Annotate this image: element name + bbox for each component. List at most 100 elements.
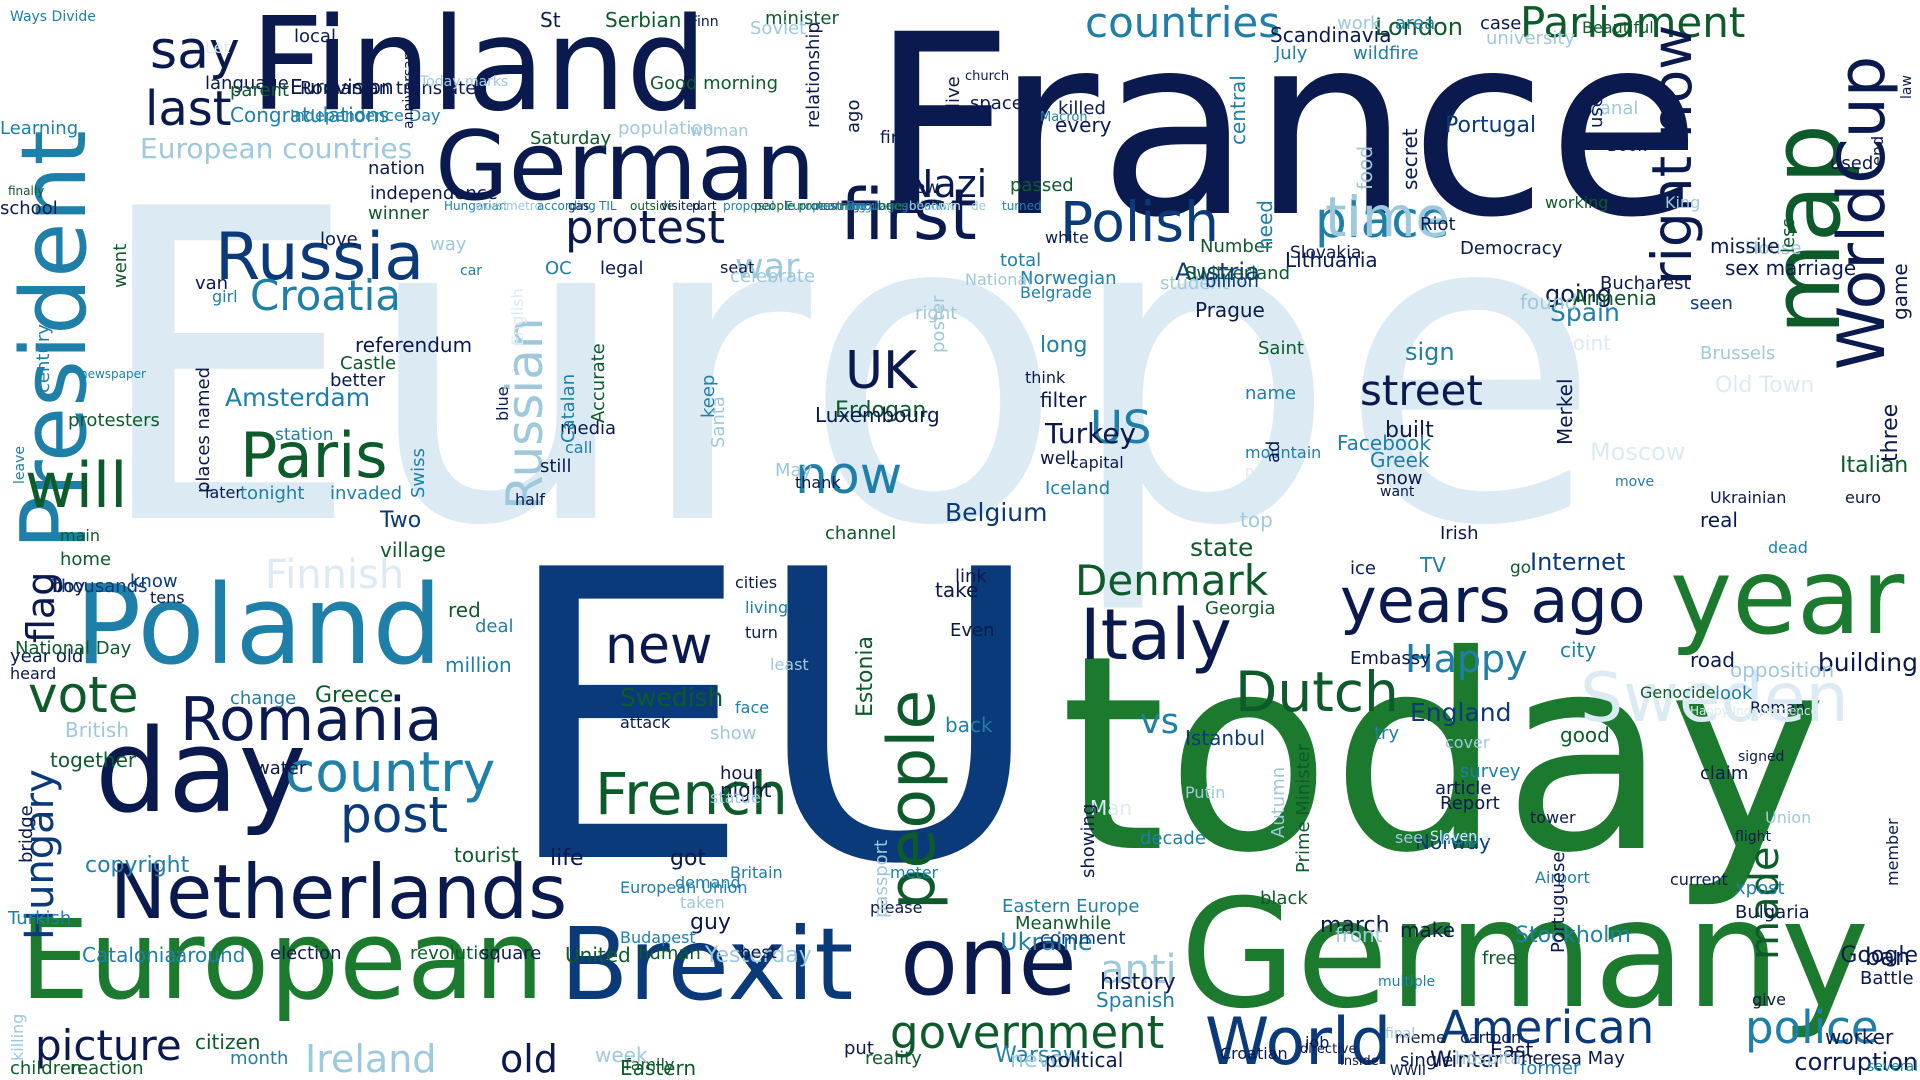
word-vs: vs	[1140, 702, 1179, 742]
word-missile: missile	[1710, 234, 1780, 258]
word-referendum: referendum	[355, 333, 473, 357]
word-station: station	[275, 425, 334, 445]
word-ways-divide: Ways Divide	[10, 9, 96, 25]
word-per: per	[1245, 464, 1269, 480]
word-found: found	[1520, 290, 1578, 314]
word-switzerland: Switzerland	[1185, 263, 1290, 284]
word-sign: sign	[1405, 338, 1455, 366]
word-year: year	[1670, 536, 1905, 658]
word-better: better	[330, 370, 386, 391]
word-multiple: multiple	[1378, 974, 1436, 990]
word-square: square	[480, 943, 542, 964]
word-proposal: proposal	[723, 199, 775, 213]
word-germany: Germany	[1180, 868, 1870, 1042]
word-russia: Russia	[215, 220, 425, 295]
word-paris: Paris	[240, 419, 388, 492]
word-war: war	[735, 247, 800, 287]
word-soviet: Soviet	[750, 18, 807, 39]
word-finally: finally	[8, 184, 45, 198]
word-celebrate: celebrate	[730, 266, 816, 287]
word-scandinavia: Scandinavia	[1270, 23, 1392, 47]
word-cover: cover	[1445, 733, 1490, 752]
word-national-day: National Day	[15, 638, 132, 659]
word-belgium: Belgium	[945, 498, 1048, 527]
word-portuguese: Portuguese	[1548, 851, 1569, 953]
word-countries: countries	[1085, 0, 1281, 47]
word-romanian-translated: Romanian translated	[300, 78, 488, 99]
word-went: went	[110, 243, 131, 288]
word-election: election	[270, 943, 342, 964]
word-showing: showing	[1078, 803, 1099, 878]
word-turkish: Turkish	[8, 908, 72, 929]
word-budapest: Budapest	[620, 928, 696, 947]
word-well: well	[1040, 448, 1076, 469]
word-job: job	[1305, 1033, 1330, 1052]
word-week: week	[595, 1043, 648, 1067]
word-old: old	[500, 1037, 558, 1080]
word-meanwhile: Meanwhile	[1015, 913, 1112, 934]
word-book: Book	[1607, 136, 1647, 155]
word-statue: statue	[710, 788, 761, 807]
word-let: Let	[205, 38, 230, 57]
word-euro: euro	[1845, 488, 1881, 507]
word-two: Two	[380, 508, 422, 533]
word-man: Man	[1090, 796, 1133, 820]
word-local: local	[294, 26, 336, 47]
word-erdogan: Erdogan	[835, 398, 927, 423]
word-still: still	[540, 456, 572, 477]
word-meter: meter	[890, 863, 939, 882]
word-vote: vote	[28, 666, 139, 724]
word-family: family	[625, 1055, 675, 1074]
word-take: take	[935, 578, 979, 602]
word-article: article	[1435, 778, 1492, 799]
word-red: red	[448, 598, 481, 622]
word-real: real	[1700, 508, 1738, 532]
word-protest: protest	[565, 201, 726, 254]
word-anti: anti	[1100, 947, 1177, 993]
word-bridge: bridge	[16, 805, 37, 863]
word-santa: Santa	[708, 396, 729, 448]
word-space: space	[970, 93, 1023, 114]
word-move: move	[1615, 474, 1655, 490]
word-oc: OC	[545, 258, 572, 279]
word-european-languages: European languages	[785, 199, 909, 213]
word-church: church	[965, 69, 1010, 84]
word-say: say	[150, 21, 240, 81]
word-parliament: Parliament	[1520, 0, 1746, 47]
word-wwii: WWII	[1390, 1063, 1426, 1079]
word-win: win	[940, 199, 961, 213]
word-portugal: Portugal	[1445, 113, 1537, 138]
word-know: know	[130, 571, 178, 592]
word-invaded: invaded	[330, 483, 403, 504]
word-half: half	[515, 490, 546, 509]
word-turkey: Turkey	[1045, 417, 1137, 450]
word-italian: Italian	[1840, 453, 1909, 478]
word-ad: ad	[1263, 440, 1284, 463]
word-romania: Romania	[180, 685, 443, 755]
word-tower: tower	[1530, 808, 1576, 827]
word-state: state	[1190, 533, 1254, 562]
word-moscow: Moscow	[1590, 438, 1686, 466]
word-accurate: Accurate	[588, 343, 609, 423]
word-prague: Prague	[1195, 298, 1265, 322]
word-gas: gas	[568, 199, 590, 213]
word-winner: winner	[368, 203, 430, 224]
word-minister: minister	[765, 8, 839, 29]
word-built: built	[1385, 418, 1434, 443]
word-good: good	[1560, 723, 1610, 747]
word-dead: dead	[1768, 538, 1808, 557]
word-amsterdam: Amsterdam	[225, 383, 371, 412]
word-catalan: Catalan	[558, 373, 579, 443]
word-make: make	[1400, 918, 1455, 942]
word-netherlands: Netherlands	[110, 848, 568, 936]
word-tens: tens	[150, 588, 185, 607]
word-dutch: Dutch	[1235, 660, 1399, 724]
word-signed: signed	[1738, 749, 1785, 765]
word-ban: ban	[1865, 943, 1911, 971]
word-work: work	[1337, 13, 1381, 34]
word-irish: Irish	[1440, 523, 1479, 544]
word-village: village	[380, 538, 446, 562]
word-winter: Winter	[1430, 1048, 1503, 1073]
word-french: French	[595, 760, 788, 828]
word-first: first	[840, 174, 977, 256]
